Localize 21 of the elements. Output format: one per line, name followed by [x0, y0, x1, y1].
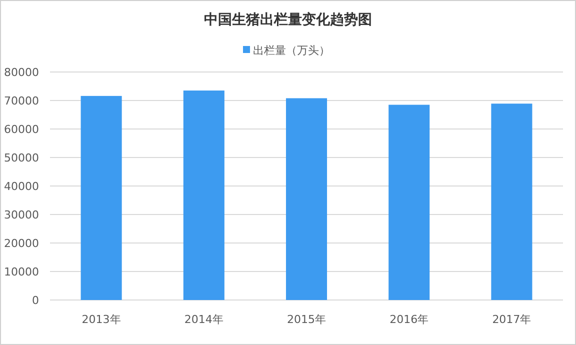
chart-title: 中国生猪出栏量变化趋势图 — [204, 11, 372, 28]
y-tick-label: 50000 — [4, 152, 39, 164]
y-tick-label: 80000 — [4, 66, 39, 79]
y-tick-label: 0 — [32, 294, 39, 307]
x-tick-label: 2013年 — [82, 313, 121, 326]
y-tick-label: 30000 — [4, 208, 39, 222]
legend-label: 出栏量（万头） — [253, 44, 330, 57]
y-tick-label: 40000 — [4, 180, 39, 193]
y-tick-label: 10000 — [4, 266, 39, 278]
bar — [491, 104, 532, 300]
x-tick-label: 2014年 — [184, 313, 224, 326]
x-tick-label: 2016年 — [390, 313, 429, 326]
y-tick-label: 60000 — [4, 123, 39, 136]
bar — [80, 96, 122, 300]
bar — [183, 90, 224, 300]
bar — [388, 104, 430, 300]
y-tick-label: 20000 — [4, 237, 39, 250]
y-tick-label: 70000 — [4, 94, 39, 108]
x-tick-label: 2015年 — [287, 313, 326, 326]
x-tick-label: 2017年 — [492, 313, 532, 326]
bar — [286, 98, 328, 300]
